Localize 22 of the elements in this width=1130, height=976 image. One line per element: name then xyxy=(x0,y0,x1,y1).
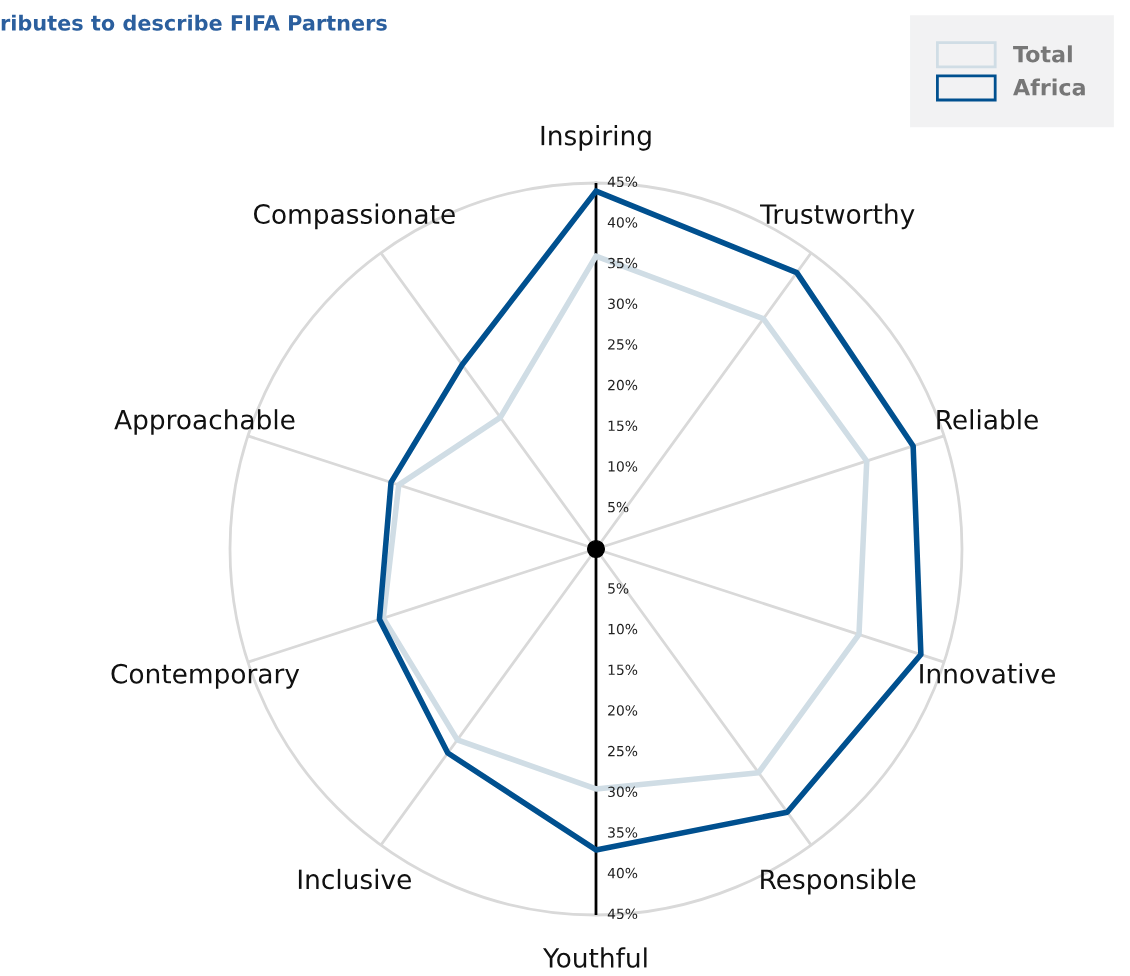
y-tick-label: 25% xyxy=(608,745,638,757)
spoke-label: Trustworthy xyxy=(760,203,915,230)
spoke-label: Approachable xyxy=(114,409,295,435)
y-tick-label: 35% xyxy=(608,827,638,838)
y-tick-label: 40% xyxy=(607,867,638,879)
spoke-label: Inspiring xyxy=(541,125,651,151)
spoke-label: Inclusive xyxy=(298,868,411,890)
spoke-label: Contemporary xyxy=(111,663,300,689)
y-tick-label: 20% xyxy=(608,705,638,716)
y-tick-label: 45% xyxy=(607,908,638,920)
spoke-label: Innovative xyxy=(920,663,1055,684)
chart-title: ributes to describe FIFA Partners xyxy=(1,14,387,31)
y-tick-label: 10% xyxy=(608,623,638,635)
y-tick-label: 15% xyxy=(608,664,638,676)
y-tick-label: 30% xyxy=(608,786,638,798)
legend-label: Total xyxy=(1013,45,1072,63)
spoke-label: Youthful xyxy=(542,947,647,968)
spoke-label: Compassionate xyxy=(253,203,455,230)
y-tick-label: 5% xyxy=(608,583,629,594)
spoke-label: Responsible xyxy=(761,868,916,895)
legend-label: Africa xyxy=(1013,78,1085,96)
spoke-label: Reliable xyxy=(937,409,1038,430)
